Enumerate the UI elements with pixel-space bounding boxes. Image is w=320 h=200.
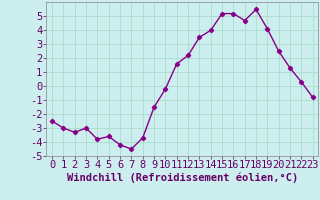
X-axis label: Windchill (Refroidissement éolien,°C): Windchill (Refroidissement éolien,°C) xyxy=(67,173,298,183)
